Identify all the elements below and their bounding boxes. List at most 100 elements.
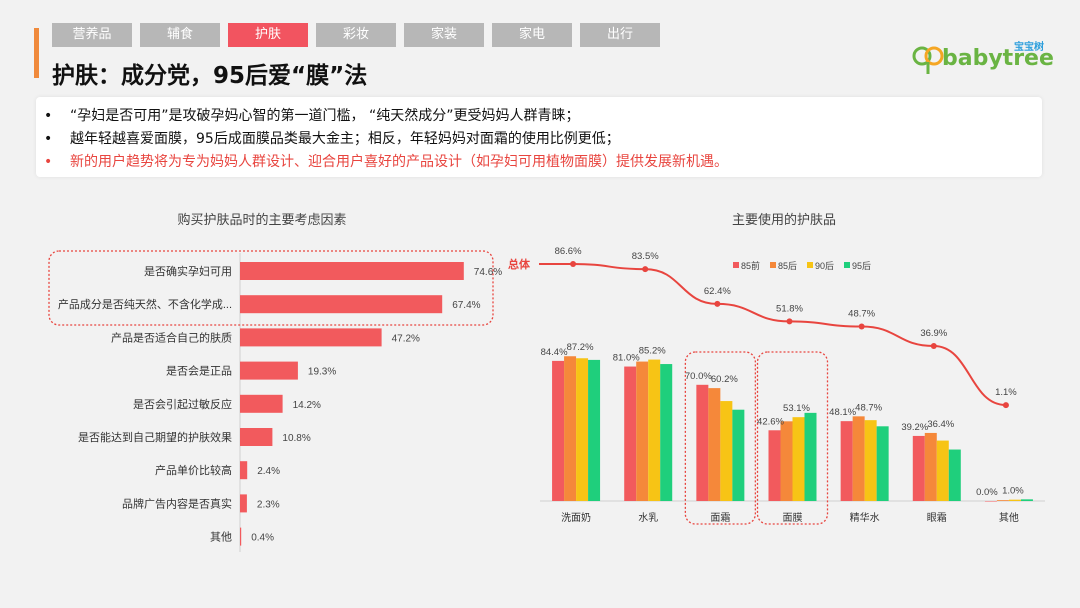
total-value-label: 62.4% — [704, 286, 731, 297]
grouped-bar — [912, 435, 925, 501]
bar-value-label: 85.2% — [639, 346, 666, 357]
right-category-label: 洗面奶 — [561, 512, 591, 524]
grouped-bar — [1020, 499, 1033, 501]
legend-swatch — [844, 262, 850, 268]
total-point — [642, 266, 649, 273]
left-bar — [240, 262, 464, 280]
category-tabs: 营养品 辅食 护肤 彩妆 家装 家电 出行 — [52, 23, 660, 47]
key-findings-box: • “孕妇是否可用”是攻破孕妈心智的第一道门槛， “纯天然成分”更受妈妈人群青睐；… — [36, 97, 1042, 177]
legend-label: 85前 — [741, 260, 760, 271]
left-bar — [240, 494, 247, 513]
tab-skincare[interactable]: 护肤 — [228, 23, 308, 47]
left-bar — [240, 527, 242, 546]
legend-swatch — [807, 262, 813, 268]
left-value-label: 14.2% — [293, 400, 321, 411]
total-line-label: 总体 — [508, 257, 531, 271]
total-value-label: 36.9% — [920, 328, 947, 339]
total-value-label: 51.8% — [776, 303, 803, 314]
bar-value-label: 42.6% — [757, 416, 784, 427]
bar-value-label: 81.0% — [613, 353, 640, 364]
left-value-label: 74.6% — [474, 267, 502, 278]
grouped-bar — [720, 401, 733, 501]
grouped-bar — [648, 359, 661, 501]
tab-baby-food[interactable]: 辅食 — [140, 23, 220, 47]
total-point — [570, 261, 577, 267]
legend-swatch — [770, 262, 776, 268]
left-value-label: 47.2% — [392, 333, 420, 344]
grouped-bar — [1008, 499, 1021, 501]
total-value-label: 86.6% — [555, 246, 582, 257]
left-category-label: 是否确实孕妇可用 — [144, 264, 232, 278]
grouped-bar — [948, 449, 961, 501]
right-highlight-box — [684, 351, 757, 525]
babytree-logo-icon — [912, 46, 944, 74]
left-category-label: 产品是否适合自己的肤质 — [111, 330, 232, 344]
right-category-label: 其他 — [999, 511, 1019, 524]
left-bar — [240, 461, 248, 480]
left-category-label: 是否会引起过敏反应 — [133, 397, 232, 411]
grouped-bar — [876, 426, 889, 501]
left-category-label: 是否能达到自己期望的护肤效果 — [78, 430, 232, 444]
grouped-bar — [804, 412, 817, 501]
total-point — [714, 300, 721, 307]
left-bar — [240, 361, 298, 380]
bar-value-label: 53.1% — [783, 403, 810, 414]
right-category-label: 水乳 — [638, 511, 658, 524]
tab-travel[interactable]: 出行 — [580, 23, 660, 47]
left-value-label: 67.4% — [452, 300, 480, 311]
tab-makeup[interactable]: 彩妆 — [316, 23, 396, 47]
grouped-bar — [996, 500, 1009, 501]
bar-value-label: 48.7% — [855, 402, 882, 413]
grouped-bar — [792, 417, 805, 501]
left-value-label: 2.3% — [257, 499, 280, 510]
right-chart-title: 主要使用的护肤品 — [732, 212, 836, 227]
total-value-label: 1.1% — [995, 387, 1017, 398]
tab-home-decor[interactable]: 家装 — [404, 23, 484, 47]
total-point — [930, 343, 937, 350]
grouped-bar — [780, 421, 793, 501]
grouped-bar — [552, 360, 565, 501]
accent-bar — [34, 28, 39, 78]
left-value-label: 2.4% — [257, 466, 280, 477]
grouped-bar — [696, 384, 709, 501]
left-value-label: 10.8% — [282, 433, 310, 444]
left-value-label: 0.4% — [251, 533, 274, 544]
grouped-bar — [852, 416, 865, 501]
logo-cn-text: 宝宝树 — [1014, 42, 1044, 53]
total-point — [858, 323, 865, 330]
left-bar — [240, 394, 283, 413]
left-bar — [240, 428, 273, 446]
left-category-label: 产品单价比较高 — [155, 463, 232, 477]
grouped-bar — [768, 430, 781, 501]
legend-label: 85后 — [778, 261, 797, 271]
grouped-bar — [708, 388, 721, 501]
grouped-bar — [624, 366, 637, 501]
total-point — [1002, 402, 1009, 409]
right-category-label: 面膜 — [783, 512, 803, 524]
left-category-label: 品牌广告内容是否真实 — [122, 496, 232, 510]
left-bar — [240, 328, 382, 347]
left-category-label: 其他 — [210, 531, 232, 544]
total-point — [786, 318, 793, 325]
tab-nutrition[interactable]: 营养品 — [52, 23, 132, 47]
bar-value-label: 0.0% — [976, 487, 998, 498]
legend-label: 90后 — [815, 261, 834, 271]
bar-value-label: 48.1% — [829, 407, 856, 418]
legend-swatch — [733, 262, 739, 268]
grouped-bar — [588, 359, 601, 501]
grouped-bar — [564, 356, 577, 501]
bar-value-label: 84.4% — [541, 347, 568, 358]
total-value-label: 48.7% — [848, 309, 875, 320]
tab-appliances[interactable]: 家电 — [492, 23, 572, 47]
grouped-bar — [864, 420, 877, 501]
legend-label: 95后 — [852, 261, 871, 271]
left-category-label: 是否会是正品 — [166, 365, 232, 378]
finding-2: • 越年轻越喜爱面膜，95后成面膜品类最大金主；相反，年轻妈妈对面霜的使用比例更低… — [44, 131, 620, 147]
grouped-bar — [636, 361, 649, 501]
page-title: 护肤：成分党，95后爱“膜”法 — [52, 63, 368, 89]
bar-value-label: 60.2% — [711, 374, 738, 385]
bar-value-label: 36.4% — [927, 419, 954, 430]
grouped-bar — [660, 364, 673, 501]
left-value-label: 19.3% — [308, 367, 336, 378]
